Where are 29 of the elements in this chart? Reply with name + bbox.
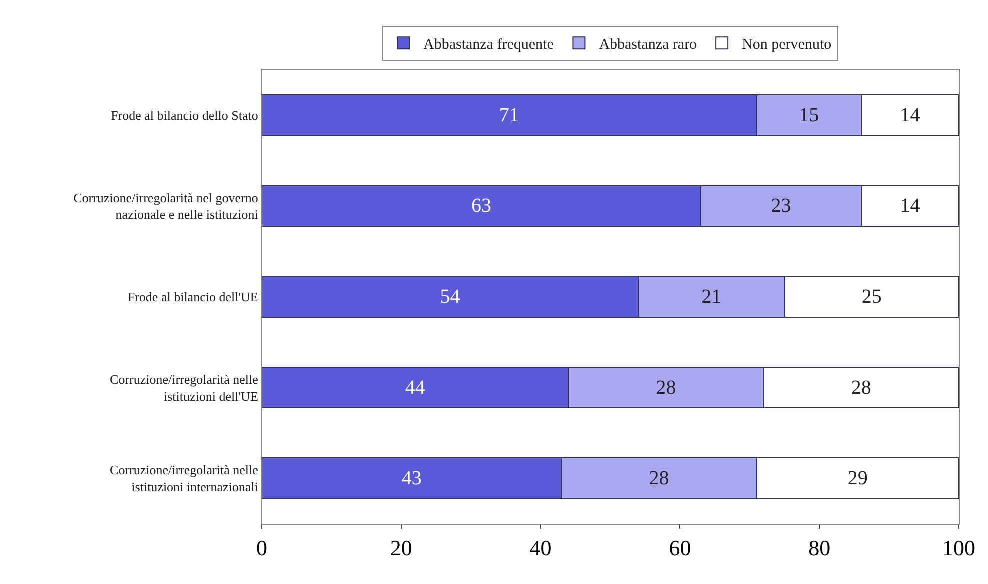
y-tick-label: Corruzione/irregolarità nelle istituzioni internazionali — [110, 462, 259, 495]
y-tick-label: Frode al bilancio dello Stato — [111, 108, 258, 123]
legend-label: Abbastanza frequente — [424, 37, 554, 54]
x-tick-label: 80 — [808, 535, 831, 560]
y-tick-label: Corruzione/irregolarità nel governo nazionale e nelle istituzioni — [74, 190, 259, 222]
data-label: 54 — [440, 286, 460, 308]
data-label: 25 — [862, 286, 882, 308]
data-label: 44 — [405, 376, 426, 399]
x-tick-label: 100 — [942, 535, 976, 560]
data-label: 63 — [472, 195, 492, 218]
x-tick-label: 20 — [390, 535, 412, 560]
data-label: 28 — [851, 376, 872, 399]
data-label: 14 — [900, 195, 920, 218]
data-label: 43 — [402, 468, 422, 490]
y-tick-label: Frode al bilancio dell'UE — [128, 290, 258, 305]
x-tick-label: 0 — [256, 535, 268, 560]
legend-label: Abbastanza raro — [599, 37, 698, 54]
data-label: 28 — [656, 376, 676, 399]
data-label: 28 — [649, 468, 670, 490]
data-label: 15 — [799, 104, 820, 126]
x-tick-label: 40 — [530, 535, 552, 560]
data-label: 71 — [499, 104, 520, 126]
data-label: 14 — [900, 104, 920, 126]
legend-label: Non pervenuto — [742, 37, 832, 54]
y-tick-label: Corruzione/irregolarità nelle istituzioni dell'UE — [110, 372, 259, 404]
data-label: 23 — [771, 195, 792, 218]
data-label: 21 — [702, 286, 722, 308]
x-tick-label: 60 — [669, 535, 692, 560]
data-label: 29 — [848, 468, 868, 490]
